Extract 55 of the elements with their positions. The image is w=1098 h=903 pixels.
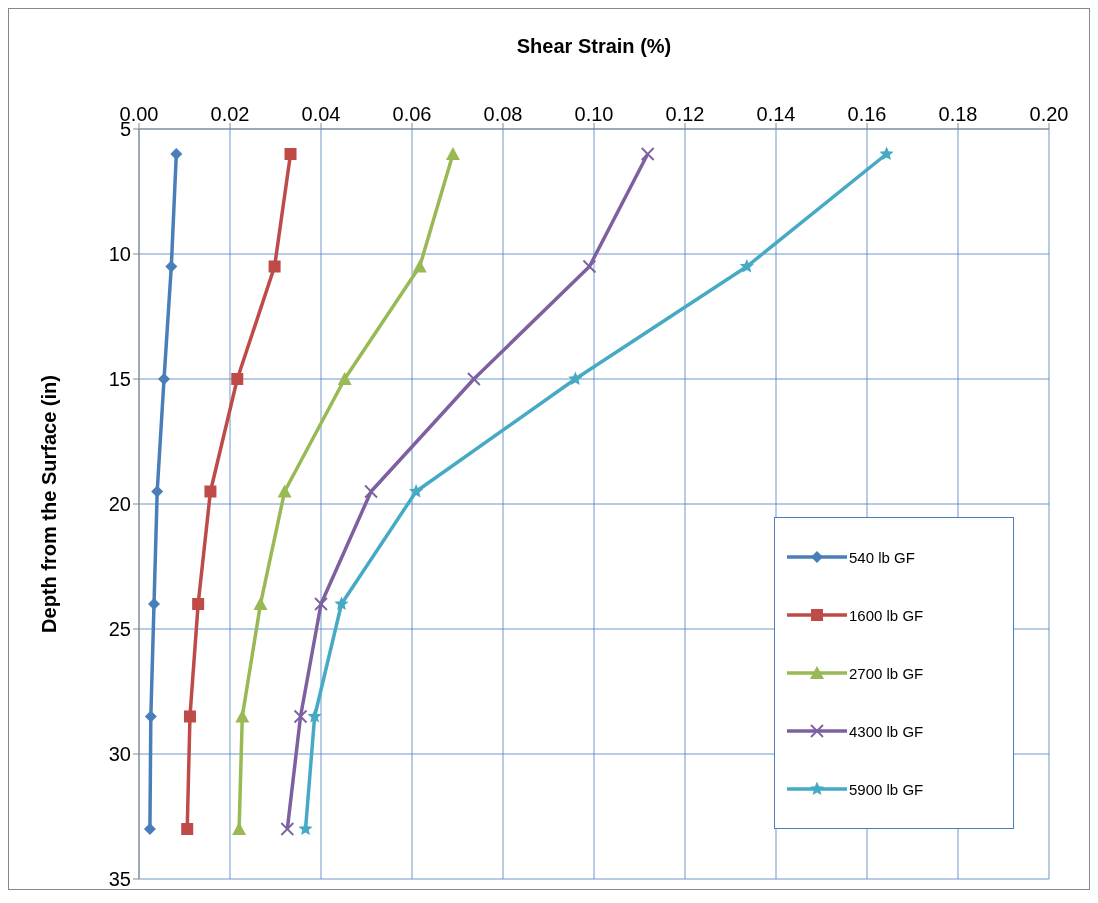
point bbox=[183, 710, 196, 723]
point bbox=[148, 598, 161, 610]
point bbox=[412, 259, 427, 273]
y-tick-label: 20 bbox=[108, 493, 131, 516]
point bbox=[231, 373, 244, 385]
x-tick-label: 0.14 bbox=[756, 103, 796, 125]
point bbox=[158, 373, 171, 385]
point bbox=[334, 596, 349, 611]
x-tick-label: 0.08 bbox=[483, 103, 523, 125]
point bbox=[582, 259, 597, 274]
point bbox=[253, 597, 268, 610]
legend-label: 540 lb GF bbox=[849, 548, 915, 566]
point bbox=[204, 485, 217, 498]
point bbox=[170, 148, 183, 160]
point bbox=[879, 146, 894, 161]
x-axis-title: Shear Strain (%) bbox=[516, 35, 672, 58]
point bbox=[568, 371, 583, 386]
point bbox=[235, 709, 250, 723]
point bbox=[739, 259, 755, 273]
x-tick-label: 0.12 bbox=[665, 103, 705, 125]
x-tick-label: 0.18 bbox=[938, 103, 978, 125]
x-tick-label: 0.04 bbox=[301, 103, 341, 125]
point bbox=[640, 147, 655, 161]
y-tick-label: 10 bbox=[108, 243, 131, 266]
x-tick-label: 0.16 bbox=[847, 103, 887, 125]
point bbox=[232, 822, 247, 835]
point bbox=[337, 372, 352, 385]
point bbox=[364, 484, 378, 499]
y-axis-title: Depth from the Surface (in) bbox=[38, 375, 61, 633]
x-tick-label: 0.20 bbox=[1029, 103, 1069, 125]
point bbox=[293, 709, 308, 724]
point bbox=[284, 148, 297, 160]
legend-label: 5900 lb GF bbox=[849, 780, 924, 798]
legend-label: 2700 lb GF bbox=[849, 664, 924, 682]
x-tick-label: 0.10 bbox=[574, 103, 614, 125]
legend-label: 4300 lb GF bbox=[849, 722, 924, 740]
point bbox=[181, 823, 194, 835]
point bbox=[408, 484, 424, 498]
legend-label: 1600 lb GF bbox=[849, 606, 924, 624]
point bbox=[143, 823, 156, 835]
point bbox=[298, 821, 313, 836]
point bbox=[151, 485, 164, 498]
point bbox=[268, 260, 281, 273]
point bbox=[277, 484, 292, 498]
y-tick-label: 15 bbox=[108, 368, 131, 391]
point bbox=[445, 147, 460, 160]
point bbox=[280, 822, 295, 836]
point bbox=[192, 598, 205, 610]
point bbox=[307, 709, 322, 723]
x-tick-label: 0.02 bbox=[210, 103, 250, 125]
x-tick-label: 0.06 bbox=[392, 103, 432, 125]
point bbox=[314, 597, 328, 611]
y-tick-label: 25 bbox=[108, 618, 131, 641]
y-tick-label: 35 bbox=[108, 868, 131, 891]
y-tick-label: 30 bbox=[108, 743, 131, 766]
